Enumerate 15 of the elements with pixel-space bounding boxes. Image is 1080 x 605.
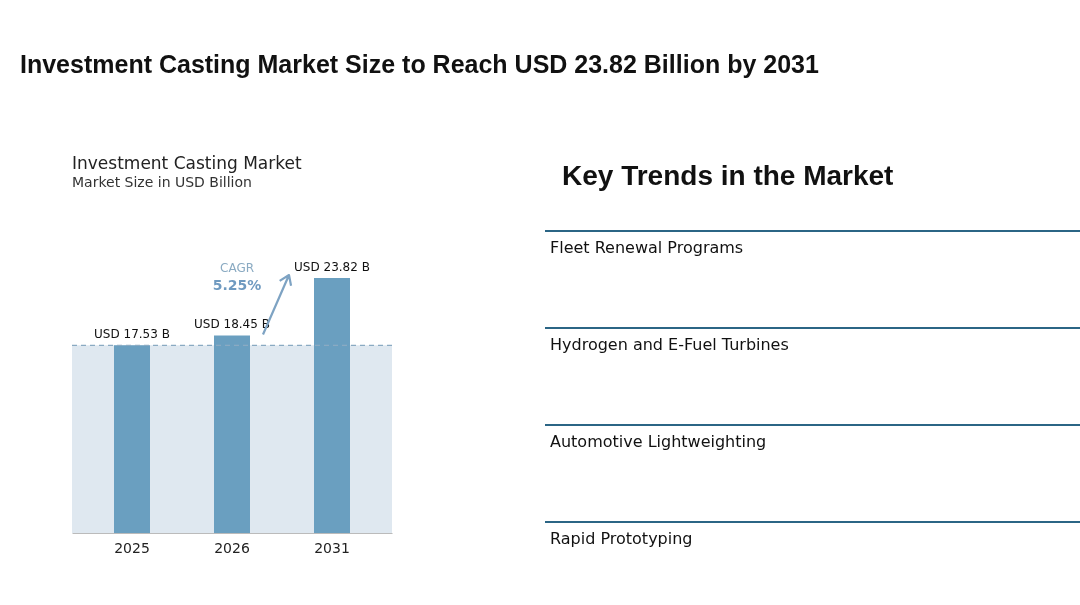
text: Investment Casting Market Size to Reach USD 23.82 Billion by 2031	[20, 50, 819, 79]
data-label: USD 23.82 B	[294, 260, 370, 274]
annotation: 5.25%	[212, 277, 262, 293]
chart-title: Investment Casting Market	[72, 153, 302, 173]
x-tick-label: 2025	[114, 539, 150, 556]
chart-subtitle: Market Size in USD Billion	[72, 174, 252, 190]
text: Key Trends in the Market	[562, 160, 895, 193]
text: Hydrogen and E-Fuel Turbines	[545, 327, 1080, 424]
data-label: USD 17.53 B	[94, 327, 170, 342]
text: Automotive Lightweighting	[545, 424, 1080, 521]
text: Fleet Renewal Programs	[545, 230, 1080, 327]
text: CAGR	[219, 261, 255, 275]
text: Rapid Prototyping	[545, 521, 1080, 605]
x-tick-label: 2026	[214, 539, 250, 556]
x-tick-label: 2031	[314, 539, 350, 556]
